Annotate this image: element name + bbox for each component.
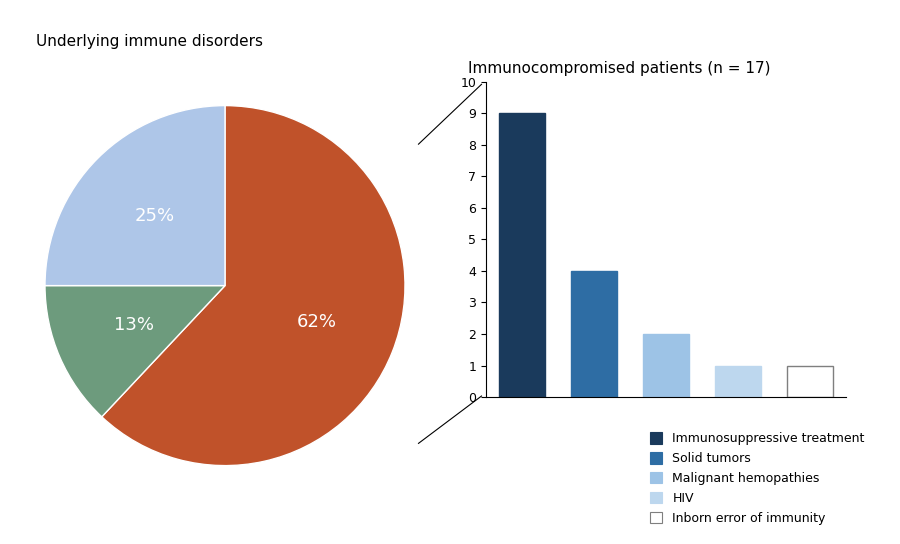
Wedge shape xyxy=(45,286,225,417)
Legend: Immunosuppressive treatment, Solid tumors, Malignant hemopathies, HIV, Inborn er: Immunosuppressive treatment, Solid tumor… xyxy=(646,429,868,529)
Bar xyxy=(499,113,545,397)
Text: 13%: 13% xyxy=(114,316,154,334)
Text: 62%: 62% xyxy=(297,313,337,331)
Bar xyxy=(571,271,617,397)
Bar xyxy=(643,334,689,397)
Wedge shape xyxy=(102,106,405,466)
Wedge shape xyxy=(45,106,225,286)
Text: Underlying immune disorders: Underlying immune disorders xyxy=(36,34,263,49)
Text: Immunocompromised patients (n = 17): Immunocompromised patients (n = 17) xyxy=(468,61,770,76)
Text: 25%: 25% xyxy=(135,207,176,225)
Bar xyxy=(715,366,761,397)
Bar xyxy=(787,366,833,397)
